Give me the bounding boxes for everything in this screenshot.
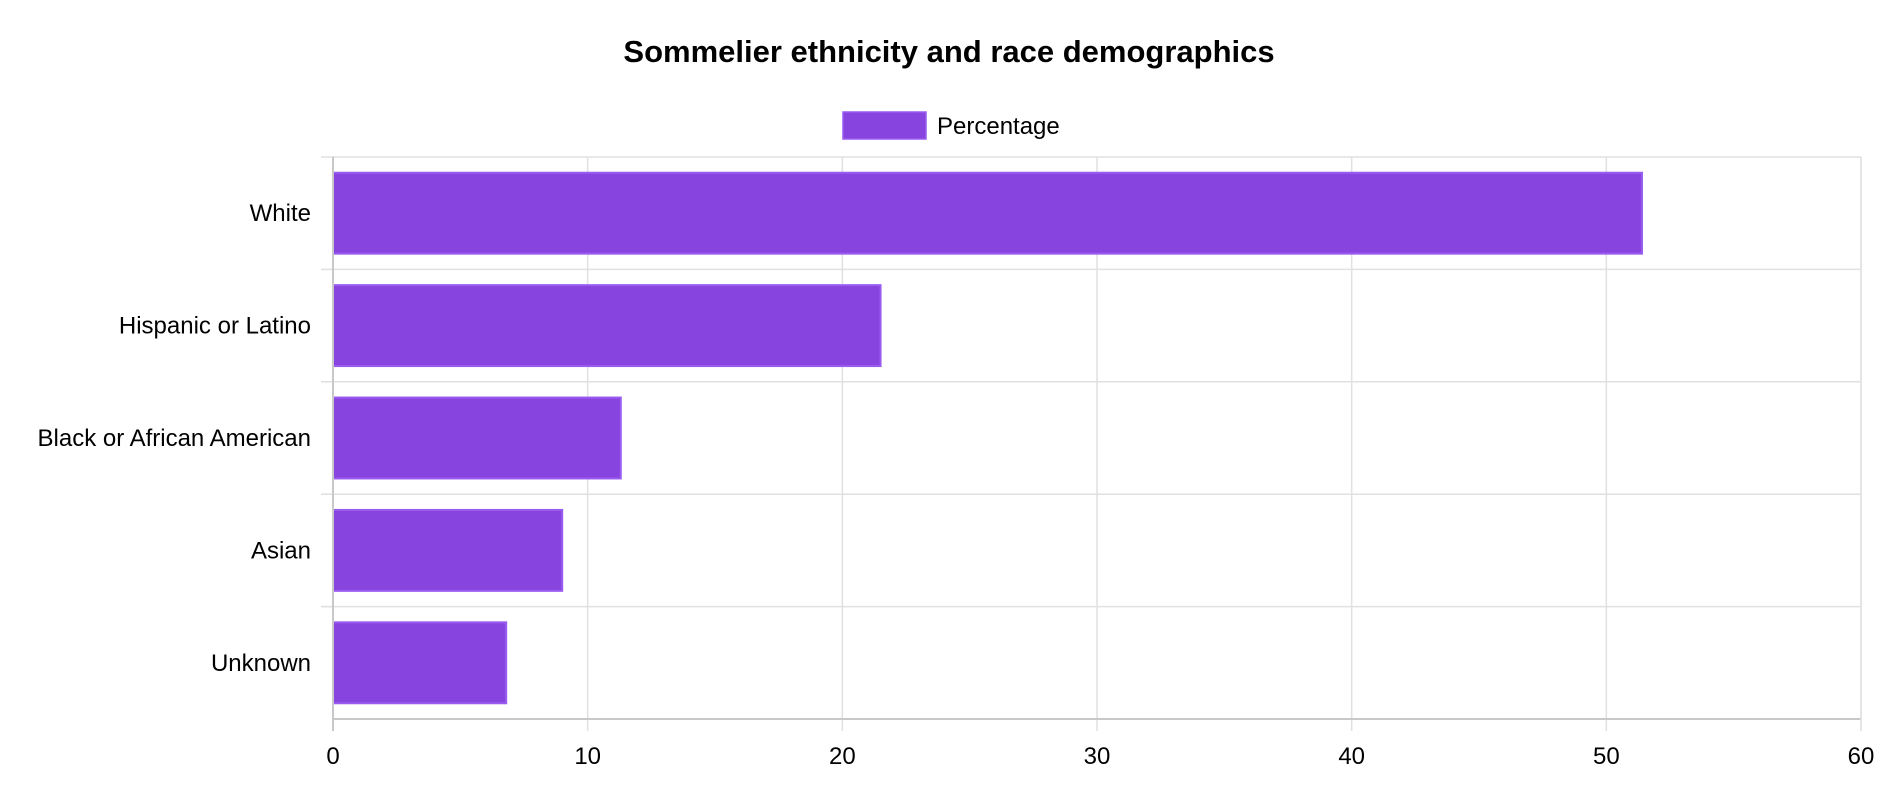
x-tick-label: 30 bbox=[1084, 743, 1111, 770]
bars bbox=[332, 171, 1643, 705]
category-label: Asian bbox=[251, 537, 311, 564]
legend-label: Percentage bbox=[937, 113, 1060, 140]
x-tick-label: 60 bbox=[1848, 743, 1875, 770]
x-tick-label: 20 bbox=[829, 743, 856, 770]
x-tick-label: 0 bbox=[326, 743, 339, 770]
x-tick-label: 10 bbox=[574, 743, 601, 770]
category-label: Hispanic or Latino bbox=[119, 313, 311, 340]
bar[interactable] bbox=[332, 508, 564, 592]
axes bbox=[332, 157, 1862, 731]
bar[interactable] bbox=[332, 396, 622, 480]
chart-title: Sommelier ethnicity and race demographic… bbox=[623, 34, 1274, 69]
category-label: White bbox=[250, 200, 311, 227]
x-tick-label: 40 bbox=[1338, 743, 1365, 770]
bar[interactable] bbox=[332, 621, 508, 705]
bar[interactable] bbox=[332, 284, 882, 368]
bar[interactable] bbox=[332, 171, 1643, 255]
legend[interactable]: Percentage bbox=[842, 111, 1060, 140]
x-tick-labels: 0 10 20 30 40 50 60 bbox=[326, 743, 1874, 770]
x-tick-label: 50 bbox=[1593, 743, 1620, 770]
category-label: Unknown bbox=[211, 650, 311, 677]
category-labels: White Hispanic or Latino Black or African … bbox=[38, 200, 311, 677]
category-label: Black or African American bbox=[38, 425, 311, 452]
legend-swatch bbox=[842, 111, 927, 140]
